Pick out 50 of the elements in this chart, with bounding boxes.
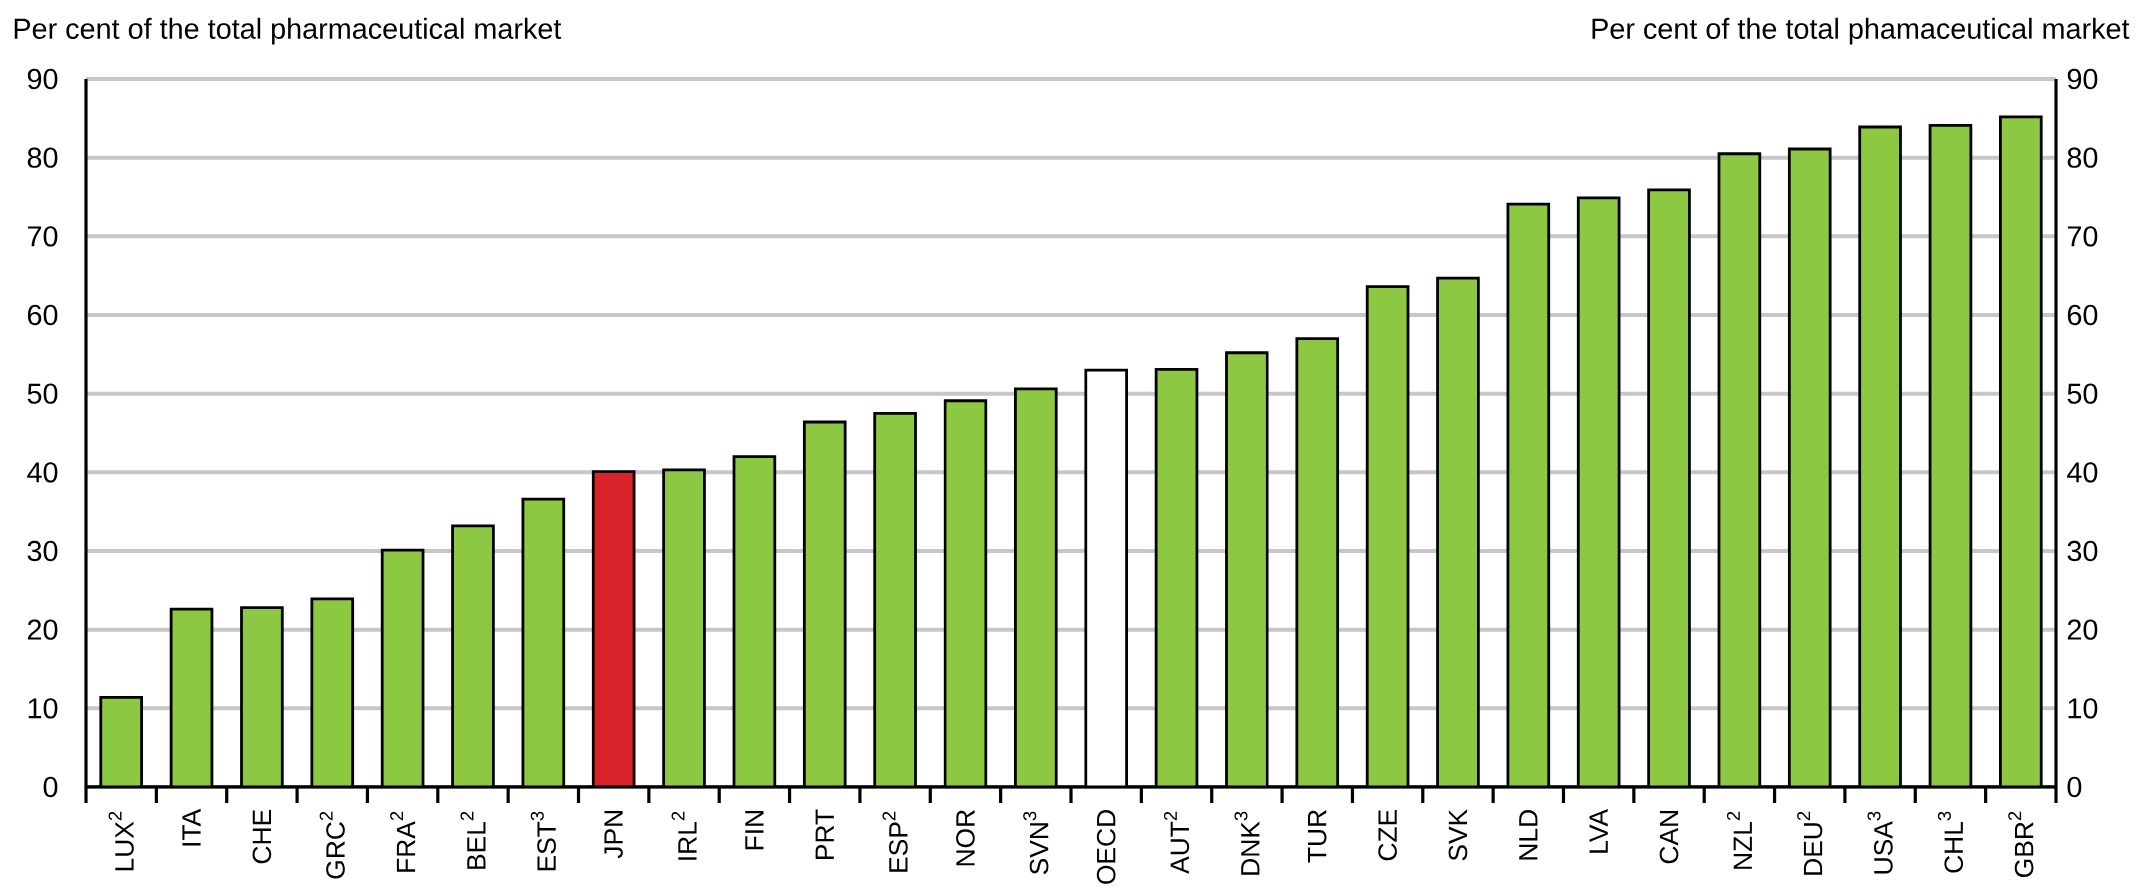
x-tick-label: OECD: [1096, 810, 1116, 884]
y-tick-label: 80: [27, 147, 58, 168]
y2-tick-label: 20: [2067, 619, 2098, 640]
x-tick-label: CHE: [252, 809, 272, 864]
x-tick-label: SVN$^{3}$: [1023, 811, 1049, 875]
y-tick-label: 90: [27, 68, 58, 90]
y2-tick-label: 10: [2068, 698, 2098, 719]
x-tick-label: ITA: [182, 808, 201, 846]
y-tick-label: 30: [27, 540, 58, 562]
y2-tick-label: 80: [2067, 147, 2098, 168]
x-tick-label: NZL$^{2}$: [1726, 811, 1752, 869]
y2-tick-label: 90: [2067, 68, 2098, 90]
x-tick-label: CHL$^{3}$: [1937, 811, 1964, 873]
x-tick-label: NOR: [956, 810, 975, 866]
x-tick-label: AUT$^{2}$: [1163, 811, 1190, 874]
x-tick-label: TUR: [1308, 810, 1327, 863]
y2-tick-label: 70: [2067, 226, 2098, 247]
y2-tick-label: 0: [2067, 776, 2082, 798]
y2-tick-label: 30: [2067, 540, 2098, 562]
y-tick-label: 40: [27, 462, 58, 483]
x-tick-label: EST$^{3}$: [530, 811, 556, 871]
x-tick-label: NLD: [1519, 810, 1538, 860]
y-axis-title: Per cent of the total pharmaceutical market: [14, 17, 562, 45]
x-tick-label: GBR$^{2}$: [2008, 811, 2034, 878]
y-tick-label: 50: [27, 383, 58, 404]
x-tick-label: FRA$^{2}$: [390, 811, 416, 872]
y-tick-label: 60: [27, 304, 58, 326]
x-tick-label: IRL$^{2}$: [671, 811, 697, 860]
x-tick-label: LVA: [1589, 808, 1608, 853]
y-tick-label: 0: [43, 776, 58, 798]
y-tick-label: 10: [28, 698, 58, 719]
y2-tick-label: 60: [2067, 304, 2098, 326]
x-tick-label: SVK: [1448, 809, 1468, 861]
x-tick-label: DNK$^{3}$: [1234, 811, 1260, 875]
y-tick-label: 20: [27, 619, 58, 640]
y2-tick-label: 50: [2067, 383, 2098, 404]
x-tick-label: BEL$^{2}$: [460, 811, 486, 869]
x-tick-label: LUX$^{2}$: [108, 811, 134, 871]
y-tick-label: 70: [28, 226, 58, 247]
x-tick-label: ESP$^{2}$: [882, 811, 908, 872]
x-tick-label: GRC$^{2}$: [319, 811, 345, 879]
x-tick-label: PRT: [815, 809, 834, 859]
y2-tick-label: 40: [2067, 462, 2098, 483]
x-tick-label: CZE: [1378, 809, 1397, 861]
x-tick-label: DEU$^{2}$: [1797, 811, 1823, 875]
x-tick-label: CAN: [1659, 810, 1679, 864]
x-tick-label: FIN: [745, 810, 764, 850]
x-tick-label: USA$^{3}$: [1867, 811, 1893, 874]
y2-axis-title: Per cent of the total phamaceutical market: [1592, 17, 2130, 45]
x-tick-label: JPN: [604, 810, 623, 859]
